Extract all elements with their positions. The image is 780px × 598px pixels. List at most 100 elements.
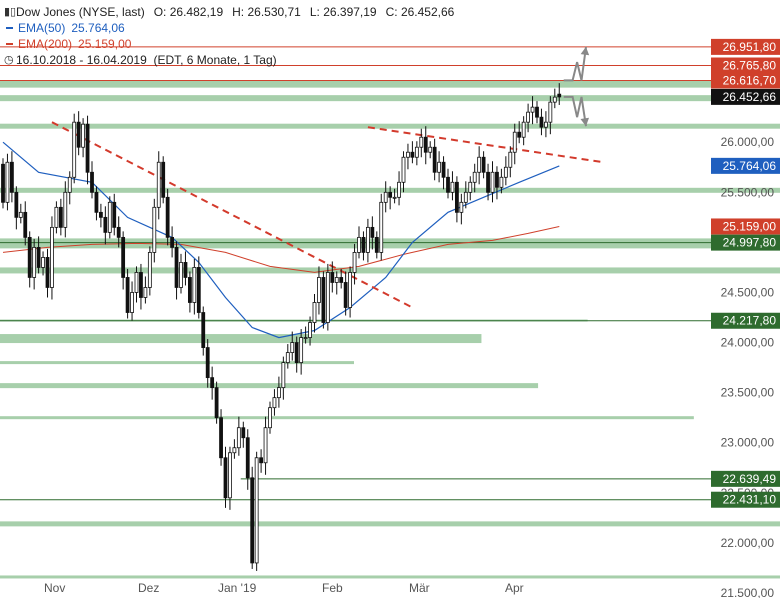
candle-body bbox=[472, 171, 477, 183]
candle-body bbox=[254, 457, 259, 564]
candle-body bbox=[23, 211, 28, 238]
candle-body bbox=[223, 457, 228, 499]
close-value: 26.452,66 bbox=[400, 5, 455, 19]
candle-body bbox=[299, 337, 304, 363]
candle-body bbox=[352, 252, 357, 273]
candle-body bbox=[116, 226, 121, 238]
candle-body bbox=[147, 252, 152, 288]
candle-body bbox=[152, 206, 157, 253]
candle-body bbox=[54, 206, 59, 228]
candle-body bbox=[196, 267, 201, 313]
candle-body bbox=[437, 161, 442, 173]
support-zone bbox=[0, 361, 354, 365]
candle-body bbox=[130, 292, 134, 313]
support-zone bbox=[0, 416, 694, 420]
price-badge bbox=[711, 491, 780, 508]
candle-body bbox=[495, 171, 499, 188]
candle-body bbox=[317, 277, 321, 303]
candle-body bbox=[103, 216, 108, 233]
candle-body bbox=[272, 397, 277, 409]
candle-body bbox=[72, 121, 77, 178]
candle-body bbox=[481, 156, 486, 173]
y-tick-label: 23.000,00 bbox=[721, 436, 775, 450]
support-zone bbox=[0, 267, 780, 274]
candle-body bbox=[454, 181, 459, 213]
candle-body bbox=[125, 277, 130, 313]
candle-body bbox=[263, 427, 268, 464]
candle-body bbox=[348, 272, 353, 308]
candle-body bbox=[414, 146, 419, 158]
candle-body bbox=[67, 176, 72, 193]
legend-ema50-row[interactable]: EMA(50) 25.764,06 bbox=[4, 20, 454, 36]
price-badge bbox=[711, 234, 780, 251]
candle-body bbox=[539, 116, 544, 128]
candle-body bbox=[276, 387, 281, 399]
candle-body bbox=[552, 96, 557, 103]
candle-body bbox=[490, 171, 495, 193]
candle-body bbox=[365, 226, 370, 253]
price-badge-label: 26.616,70 bbox=[723, 73, 777, 87]
candle-body bbox=[401, 156, 406, 183]
price-badge bbox=[711, 72, 780, 89]
trend-line bbox=[51, 121, 413, 309]
support-zone bbox=[0, 383, 539, 389]
candle-body bbox=[250, 477, 255, 564]
candle-body bbox=[330, 272, 335, 283]
price-badge bbox=[711, 57, 780, 74]
candle-body bbox=[428, 146, 433, 153]
y-tick-label: 21.500,00 bbox=[721, 586, 775, 598]
support-zone bbox=[0, 334, 482, 344]
forecast-arrowhead bbox=[580, 117, 590, 127]
ema200-value: 25.159,00 bbox=[78, 37, 132, 51]
candle-body bbox=[50, 226, 54, 288]
candle-body bbox=[121, 236, 126, 278]
candle-body bbox=[370, 226, 375, 238]
candle-body bbox=[397, 181, 401, 198]
price-badge bbox=[711, 88, 780, 105]
candle-body bbox=[441, 161, 446, 178]
candle-body bbox=[334, 277, 339, 283]
candle-body bbox=[165, 196, 170, 238]
candle-body bbox=[357, 236, 361, 253]
chart-settings[interactable]: (EDT, 6 Monate, 1 Tag) bbox=[153, 53, 277, 67]
candle-body bbox=[81, 123, 85, 148]
candle-body bbox=[535, 106, 539, 118]
candle-body bbox=[210, 377, 215, 389]
close-label: C: bbox=[385, 5, 398, 19]
y-tick-label: 24.000,00 bbox=[721, 336, 775, 350]
candle-body bbox=[5, 161, 10, 203]
chart-legend: ▮▯ Dow Jones (NYSE, last) O: 26.482,19 H… bbox=[4, 4, 454, 68]
legend-ema200-row[interactable]: EMA(200) 25.159,00 bbox=[4, 36, 454, 52]
price-badge bbox=[711, 157, 780, 174]
price-badge bbox=[711, 470, 780, 487]
candle-body bbox=[321, 277, 326, 323]
candle-body bbox=[45, 257, 50, 288]
date-range: 16.10.2018 - 16.04.2019 bbox=[16, 53, 147, 67]
forecast-arrowhead bbox=[580, 46, 590, 56]
candle-body bbox=[530, 106, 535, 113]
candle-body bbox=[343, 282, 348, 308]
candle-body bbox=[32, 247, 37, 278]
candle-body bbox=[36, 247, 41, 268]
price-badge-label: 26.452,66 bbox=[723, 90, 777, 104]
x-tick-label: Mär bbox=[409, 581, 430, 595]
price-badge-label: 25.764,06 bbox=[723, 159, 777, 173]
price-badge-label: 26.765,80 bbox=[723, 59, 777, 73]
candle-body bbox=[236, 427, 241, 449]
ema200-label: EMA(200) bbox=[18, 37, 73, 51]
candle-body bbox=[161, 161, 166, 198]
candle-body bbox=[179, 262, 183, 288]
candle-body bbox=[18, 211, 23, 218]
ema200-line bbox=[2, 226, 560, 273]
candle-body bbox=[14, 191, 19, 218]
candle-body bbox=[94, 191, 99, 213]
y-tick-label: 26.000,00 bbox=[721, 135, 775, 149]
x-tick-label: Dez bbox=[138, 581, 159, 595]
candle-body bbox=[107, 201, 112, 233]
candle-body bbox=[134, 272, 139, 293]
open-label: O: bbox=[153, 5, 167, 19]
candle-body bbox=[76, 121, 81, 148]
candle-body bbox=[27, 236, 32, 278]
candle-body bbox=[219, 417, 223, 459]
legend-ohlc-row: ▮▯ Dow Jones (NYSE, last) O: 26.482,19 H… bbox=[4, 4, 454, 20]
